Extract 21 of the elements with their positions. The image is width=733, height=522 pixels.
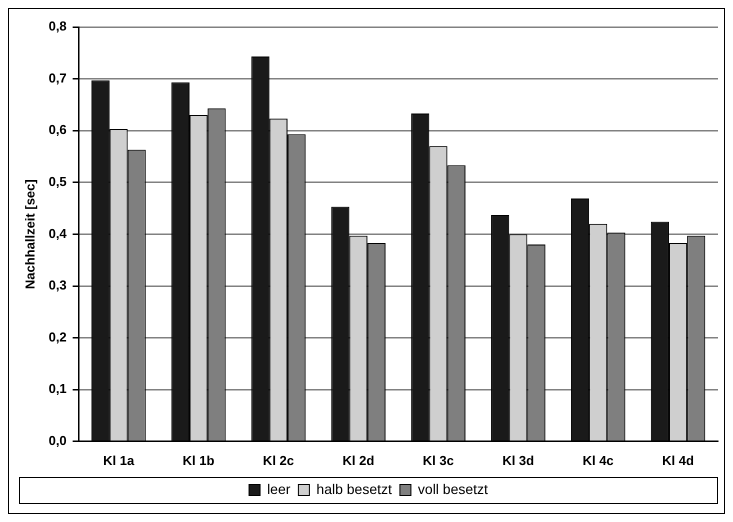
y-axis-title: Nachhallzeit [sec] [22, 179, 38, 290]
x-tick-label: Kl 3c [422, 452, 454, 468]
y-tick-label: 0,4 [48, 226, 68, 241]
y-tick-label: 0,2 [48, 329, 67, 344]
legend-label: voll besetzt [418, 480, 488, 497]
legend-label: halb besetzt [316, 480, 392, 497]
x-tick-label: Kl 3d [502, 452, 534, 468]
y-tick-label: 0,7 [48, 70, 67, 86]
y-tick-label: 0,0 [48, 432, 67, 448]
x-tick-label: Kl 1a [103, 452, 135, 468]
y-tick-label: 0,3 [48, 278, 67, 293]
legend-label: leer [267, 480, 291, 497]
y-tick-label: 0,6 [48, 122, 67, 138]
x-tick-label: Kl 4d [662, 452, 694, 468]
x-tick-label: Kl 2c [262, 452, 294, 468]
y-tick-label: 0,8 [48, 18, 67, 34]
x-tick-label: Kl 4c [582, 452, 614, 468]
y-tick-label: 0,5 [48, 174, 67, 189]
y-tick-label: 0,1 [48, 381, 67, 396]
x-tick-label: Kl 2d [342, 452, 374, 468]
x-tick-label: Kl 1b [182, 452, 214, 468]
